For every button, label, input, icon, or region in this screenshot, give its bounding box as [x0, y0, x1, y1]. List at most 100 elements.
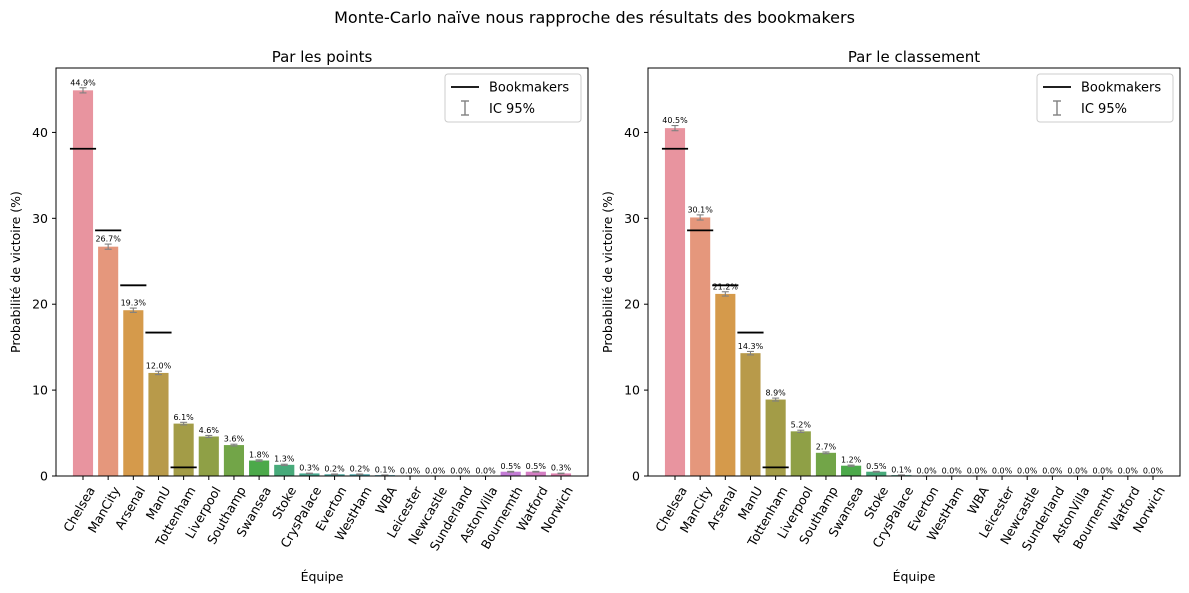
value-label: 14.3% [738, 342, 764, 351]
value-label: 3.6% [224, 435, 245, 444]
legend-box [1036, 73, 1174, 123]
y-tick-label: 40 [32, 125, 48, 140]
bar-westham [349, 474, 370, 476]
y-tick-label: 30 [624, 211, 640, 226]
errorbar [671, 124, 679, 132]
legend: Bookmakers IC 95% [444, 73, 582, 123]
y-tick-label: 20 [624, 297, 640, 312]
value-label: 0.5% [526, 462, 547, 471]
axes-frame [647, 67, 1181, 477]
chart-left: Par les points Équipe Probabilité de vic… [8, 48, 589, 584]
y-axis-label: Probabilité de victoire (%) [8, 191, 23, 353]
legend-bookmakers-label: Bookmakers [1081, 81, 1161, 96]
legend-ci-swatch [461, 100, 469, 116]
bar-mancity [690, 217, 711, 476]
errorbar [772, 397, 780, 402]
bar-liverpool [198, 436, 219, 476]
value-label: 26.7% [95, 235, 121, 244]
bar-watford [525, 471, 546, 476]
errorbar [154, 370, 162, 376]
bar-chelsea [664, 128, 686, 476]
legend-box [444, 73, 582, 123]
value-label: 0.2% [350, 465, 371, 474]
bar-bournemth [500, 471, 521, 476]
bar-arsenal [123, 310, 144, 476]
value-label: 6.1% [173, 413, 194, 422]
errorbar [532, 470, 540, 473]
bar-tottenham [765, 399, 786, 476]
value-label: 0.0% [967, 467, 988, 476]
bar-manu [740, 353, 761, 476]
errorbar [721, 291, 729, 297]
legend: Bookmakers IC 95% [1036, 73, 1174, 123]
value-label: 0.0% [916, 467, 937, 476]
value-label: 0.2% [324, 465, 345, 474]
value-label: 0.0% [1118, 467, 1139, 476]
errorbar [331, 473, 339, 476]
errorbar [872, 470, 880, 473]
value-label: 0.0% [1143, 467, 1164, 476]
value-label: 19.3% [121, 299, 147, 308]
value-label: 0.0% [992, 467, 1013, 476]
bar-cryspalace [299, 473, 320, 476]
errorbar [746, 350, 754, 356]
y-axis-label: Probabilité de victoire (%) [600, 191, 615, 353]
plot-area: 44.9% 26.7% 19.3% 12.0% 6.1% 4.6% 3.6% 1.8% 1.3%… [32, 67, 589, 553]
chart-title: Par le classement [848, 48, 980, 66]
legend-ci-label: IC 95% [489, 102, 535, 117]
errorbar [696, 214, 704, 221]
errorbar [180, 421, 188, 426]
bar-southamp [223, 445, 245, 476]
y-tick-label: 20 [32, 297, 48, 312]
errorbar [79, 87, 87, 94]
value-label: 2.7% [816, 442, 837, 451]
errorbar [797, 429, 805, 434]
value-label: 1.2% [841, 456, 862, 465]
y-tick-label: 40 [624, 125, 640, 140]
plot-area: 40.5% 30.1% 21.2% 14.3% 8.9% 5.2% 2.7% 1.2% 0.5%… [624, 67, 1181, 553]
chart-right: Par le classement Équipe Probabilité de … [600, 48, 1181, 584]
bar-stoke [866, 471, 887, 476]
bar-everton [324, 474, 345, 476]
chart-title: Par les points [272, 48, 373, 66]
value-label: 0.0% [450, 467, 471, 476]
figure-title: Monte-Carlo naïve nous rapproche des rés… [334, 8, 855, 27]
bar-stoke [274, 464, 295, 476]
bar-arsenal [715, 293, 736, 476]
y-tick-label: 10 [624, 383, 640, 398]
value-label: 0.1% [375, 465, 396, 474]
value-label: 0.1% [891, 465, 912, 474]
value-label: 12.0% [146, 362, 172, 371]
value-label: 8.9% [765, 389, 786, 398]
errorbar [129, 307, 137, 313]
bar-mancity [98, 246, 119, 476]
errorbar [230, 443, 238, 447]
value-label: 5.2% [791, 421, 812, 430]
bar-norwich [550, 473, 572, 476]
bar-tottenham [173, 423, 194, 476]
legend-ci-swatch [1053, 100, 1061, 116]
legend-bookmakers-label: Bookmakers [489, 81, 569, 96]
x-axis-label: Équipe [301, 569, 344, 584]
errorbar [205, 434, 213, 439]
value-label: 0.5% [866, 462, 887, 471]
value-label: 0.0% [425, 467, 446, 476]
value-label: 0.0% [475, 467, 496, 476]
errorbar [847, 464, 855, 467]
bar-swansea [841, 465, 862, 476]
errorbar [356, 473, 364, 476]
value-label: 40.5% [662, 116, 688, 125]
bar-liverpool [790, 431, 811, 476]
value-label: 0.0% [1042, 467, 1063, 476]
axes-frame [55, 67, 589, 477]
errorbar [255, 459, 263, 462]
bar-chelsea [72, 90, 94, 476]
errorbar [822, 451, 830, 455]
value-label: 0.0% [1017, 467, 1038, 476]
value-label: 44.9% [70, 78, 96, 87]
bar-swansea [249, 460, 270, 476]
errorbar [507, 470, 515, 473]
value-label: 1.8% [249, 450, 270, 459]
value-label: 0.0% [942, 467, 963, 476]
